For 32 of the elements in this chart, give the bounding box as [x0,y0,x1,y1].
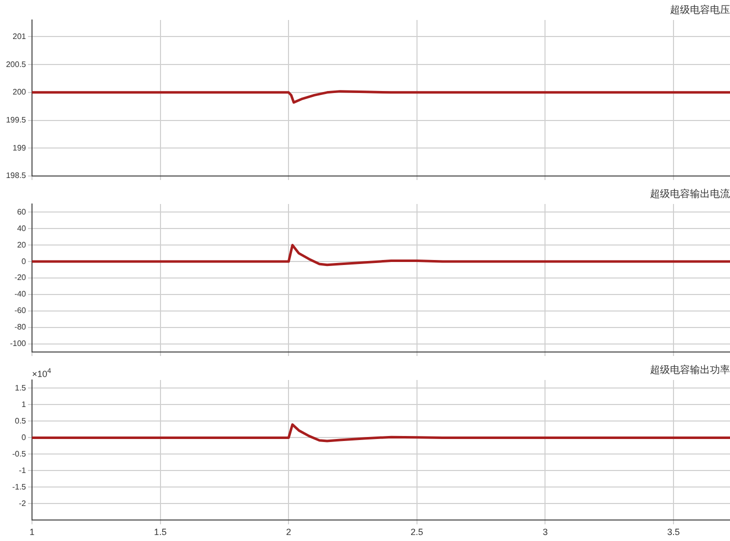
y-tick-label: 1 [22,400,27,409]
y-tick-label: -20 [14,273,27,282]
y-tick-label: -2 [18,498,27,508]
y-tick-label: -0.5 [12,449,27,458]
y-tick-label: 60 [17,207,27,216]
y-tick-label: -40 [14,290,27,299]
y-tick-label: -1.5 [12,482,27,492]
y-tick-label: 199 [12,143,27,152]
y-tick-label: -1 [18,466,27,475]
y-tick-label: 0 [22,256,27,266]
y-tick-label: 200 [12,88,27,97]
y-tick-label: 199.5 [6,115,27,124]
y-tick-label: 201 [12,32,27,41]
y-tick-label: -60 [14,306,27,316]
y-tick-label: -80 [14,322,27,332]
chart-title: 超级电容输出电流 [650,188,730,200]
y-tick-label: 40 [17,224,27,233]
x-tick-label: 1 [29,527,35,538]
x-tick-label: 2.5 [410,527,424,538]
y-tick-label: 0 [22,432,27,442]
y-tick-label: 1.5 [14,383,27,392]
x-tick-label: 3 [542,527,548,538]
y-tick-label: 20 [17,240,27,250]
x-tick-label: 2 [286,527,292,538]
y-tick-label: 200.5 [6,60,27,69]
x-tick-label: 3.5 [667,527,680,538]
chart-title: 超级电容输出功率 [650,364,730,376]
x-tick-label: 1.5 [154,527,167,538]
chart-title: 超级电容电压 [670,4,730,16]
y-tick-label: -100 [10,338,27,348]
y-tick-label: 198.5 [6,171,27,180]
y-tick-label: 0.5 [14,416,27,426]
